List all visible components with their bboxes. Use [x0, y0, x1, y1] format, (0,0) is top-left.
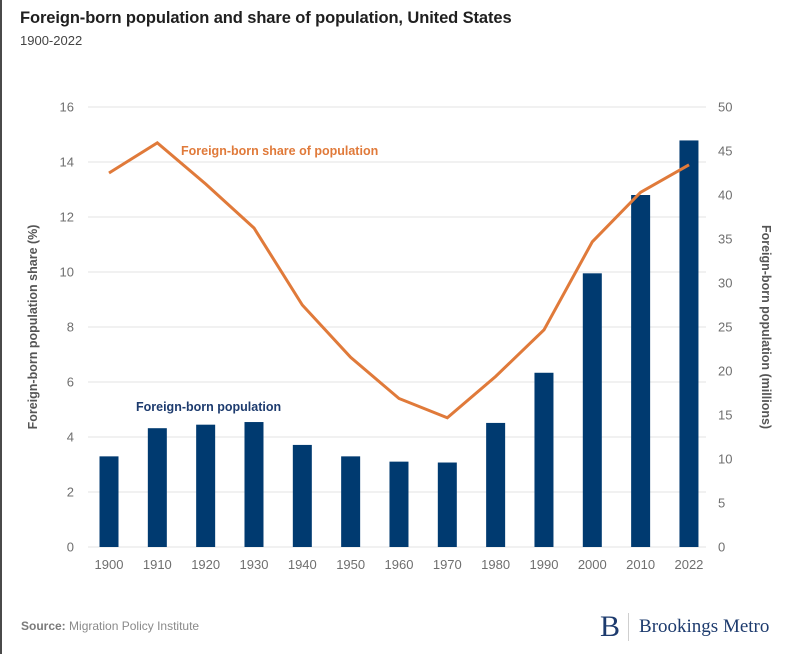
- right-tick-label: 20: [718, 364, 732, 379]
- x-tick-label: 1940: [288, 557, 317, 572]
- left-tick-label: 16: [60, 100, 74, 115]
- right-tick-label: 45: [718, 144, 732, 159]
- source-label: Source:: [21, 619, 66, 633]
- x-axis-ticks: 1900 1910 1920 1930 1940 1950 1960 1970 1980 1990…: [95, 557, 704, 572]
- line-series: [108, 140, 690, 420]
- right-tick-label: 40: [718, 188, 732, 203]
- bar-series-annotation: Foreign-born population: [136, 400, 281, 414]
- bar-1930: [244, 422, 264, 547]
- x-tick-label: 1900: [95, 557, 124, 572]
- source-text: Migration Policy Institute: [69, 619, 200, 633]
- bar-2010: [631, 195, 651, 547]
- logo-text: Brookings Metro: [639, 616, 770, 637]
- x-tick-label: 1960: [385, 557, 414, 572]
- line-series-annotation: Foreign-born share of population: [181, 144, 378, 158]
- bar-1950: [341, 456, 361, 547]
- x-tick-label: 1970: [433, 557, 462, 572]
- right-tick-label: 0: [718, 540, 725, 555]
- left-axis-title: Foreign-born population share (%): [26, 225, 40, 430]
- bar-1940: [292, 444, 312, 547]
- source-note: Source: Migration Policy Institute: [21, 619, 199, 633]
- bar-1900: [99, 456, 119, 547]
- bar-series: [99, 140, 699, 547]
- right-tick-label: 35: [718, 232, 732, 247]
- right-tick-label: 10: [718, 452, 732, 467]
- right-tick-label: 30: [718, 276, 732, 291]
- left-tick-label: 2: [67, 485, 74, 500]
- bar-1990: [534, 372, 554, 547]
- right-tick-label: 15: [718, 408, 732, 423]
- bar-1980: [486, 422, 506, 547]
- left-tick-label: 10: [60, 265, 74, 280]
- x-tick-label: 1980: [481, 557, 510, 572]
- bar-1910: [147, 428, 167, 547]
- logo-divider: [628, 613, 630, 641]
- x-tick-label: 1950: [336, 557, 365, 572]
- bar-1920: [196, 424, 216, 547]
- chart-subtitle: 1900-2022: [20, 33, 83, 48]
- right-tick-label: 50: [718, 100, 732, 115]
- x-tick-label: 2010: [626, 557, 655, 572]
- left-tick-label: 6: [67, 375, 74, 390]
- x-tick-label: 1920: [191, 557, 220, 572]
- logo-mark: B: [600, 610, 621, 643]
- share-line: [108, 140, 690, 420]
- x-tick-label: 2000: [578, 557, 607, 572]
- x-tick-label: 1910: [143, 557, 172, 572]
- bar-1960: [389, 461, 409, 547]
- x-tick-label: 1990: [530, 557, 559, 572]
- bar-2000: [582, 273, 602, 547]
- left-tick-label: 4: [67, 430, 74, 445]
- right-tick-label: 5: [718, 496, 725, 511]
- left-axis-ticks: 0 2 4 6 8 10 12 14 16: [60, 100, 74, 555]
- bar-1970: [437, 462, 457, 547]
- left-tick-label: 12: [60, 210, 74, 225]
- right-tick-label: 25: [718, 320, 732, 335]
- x-tick-label: 2022: [674, 557, 703, 572]
- left-tick-label: 14: [60, 155, 74, 170]
- right-axis-title: Foreign-born population (millions): [759, 225, 773, 429]
- x-tick-label: 1930: [240, 557, 269, 572]
- left-tick-label: 0: [67, 540, 74, 555]
- frame-left-border: [0, 0, 2, 654]
- bar-2022: [679, 140, 699, 547]
- brookings-logo: B Brookings Metro: [600, 612, 769, 642]
- left-tick-label: 8: [67, 320, 74, 335]
- chart-title: Foreign-born population and share of pop…: [20, 9, 512, 27]
- right-axis-ticks: 0 5 10 15 20 25 30 35 40 45 50: [718, 100, 732, 555]
